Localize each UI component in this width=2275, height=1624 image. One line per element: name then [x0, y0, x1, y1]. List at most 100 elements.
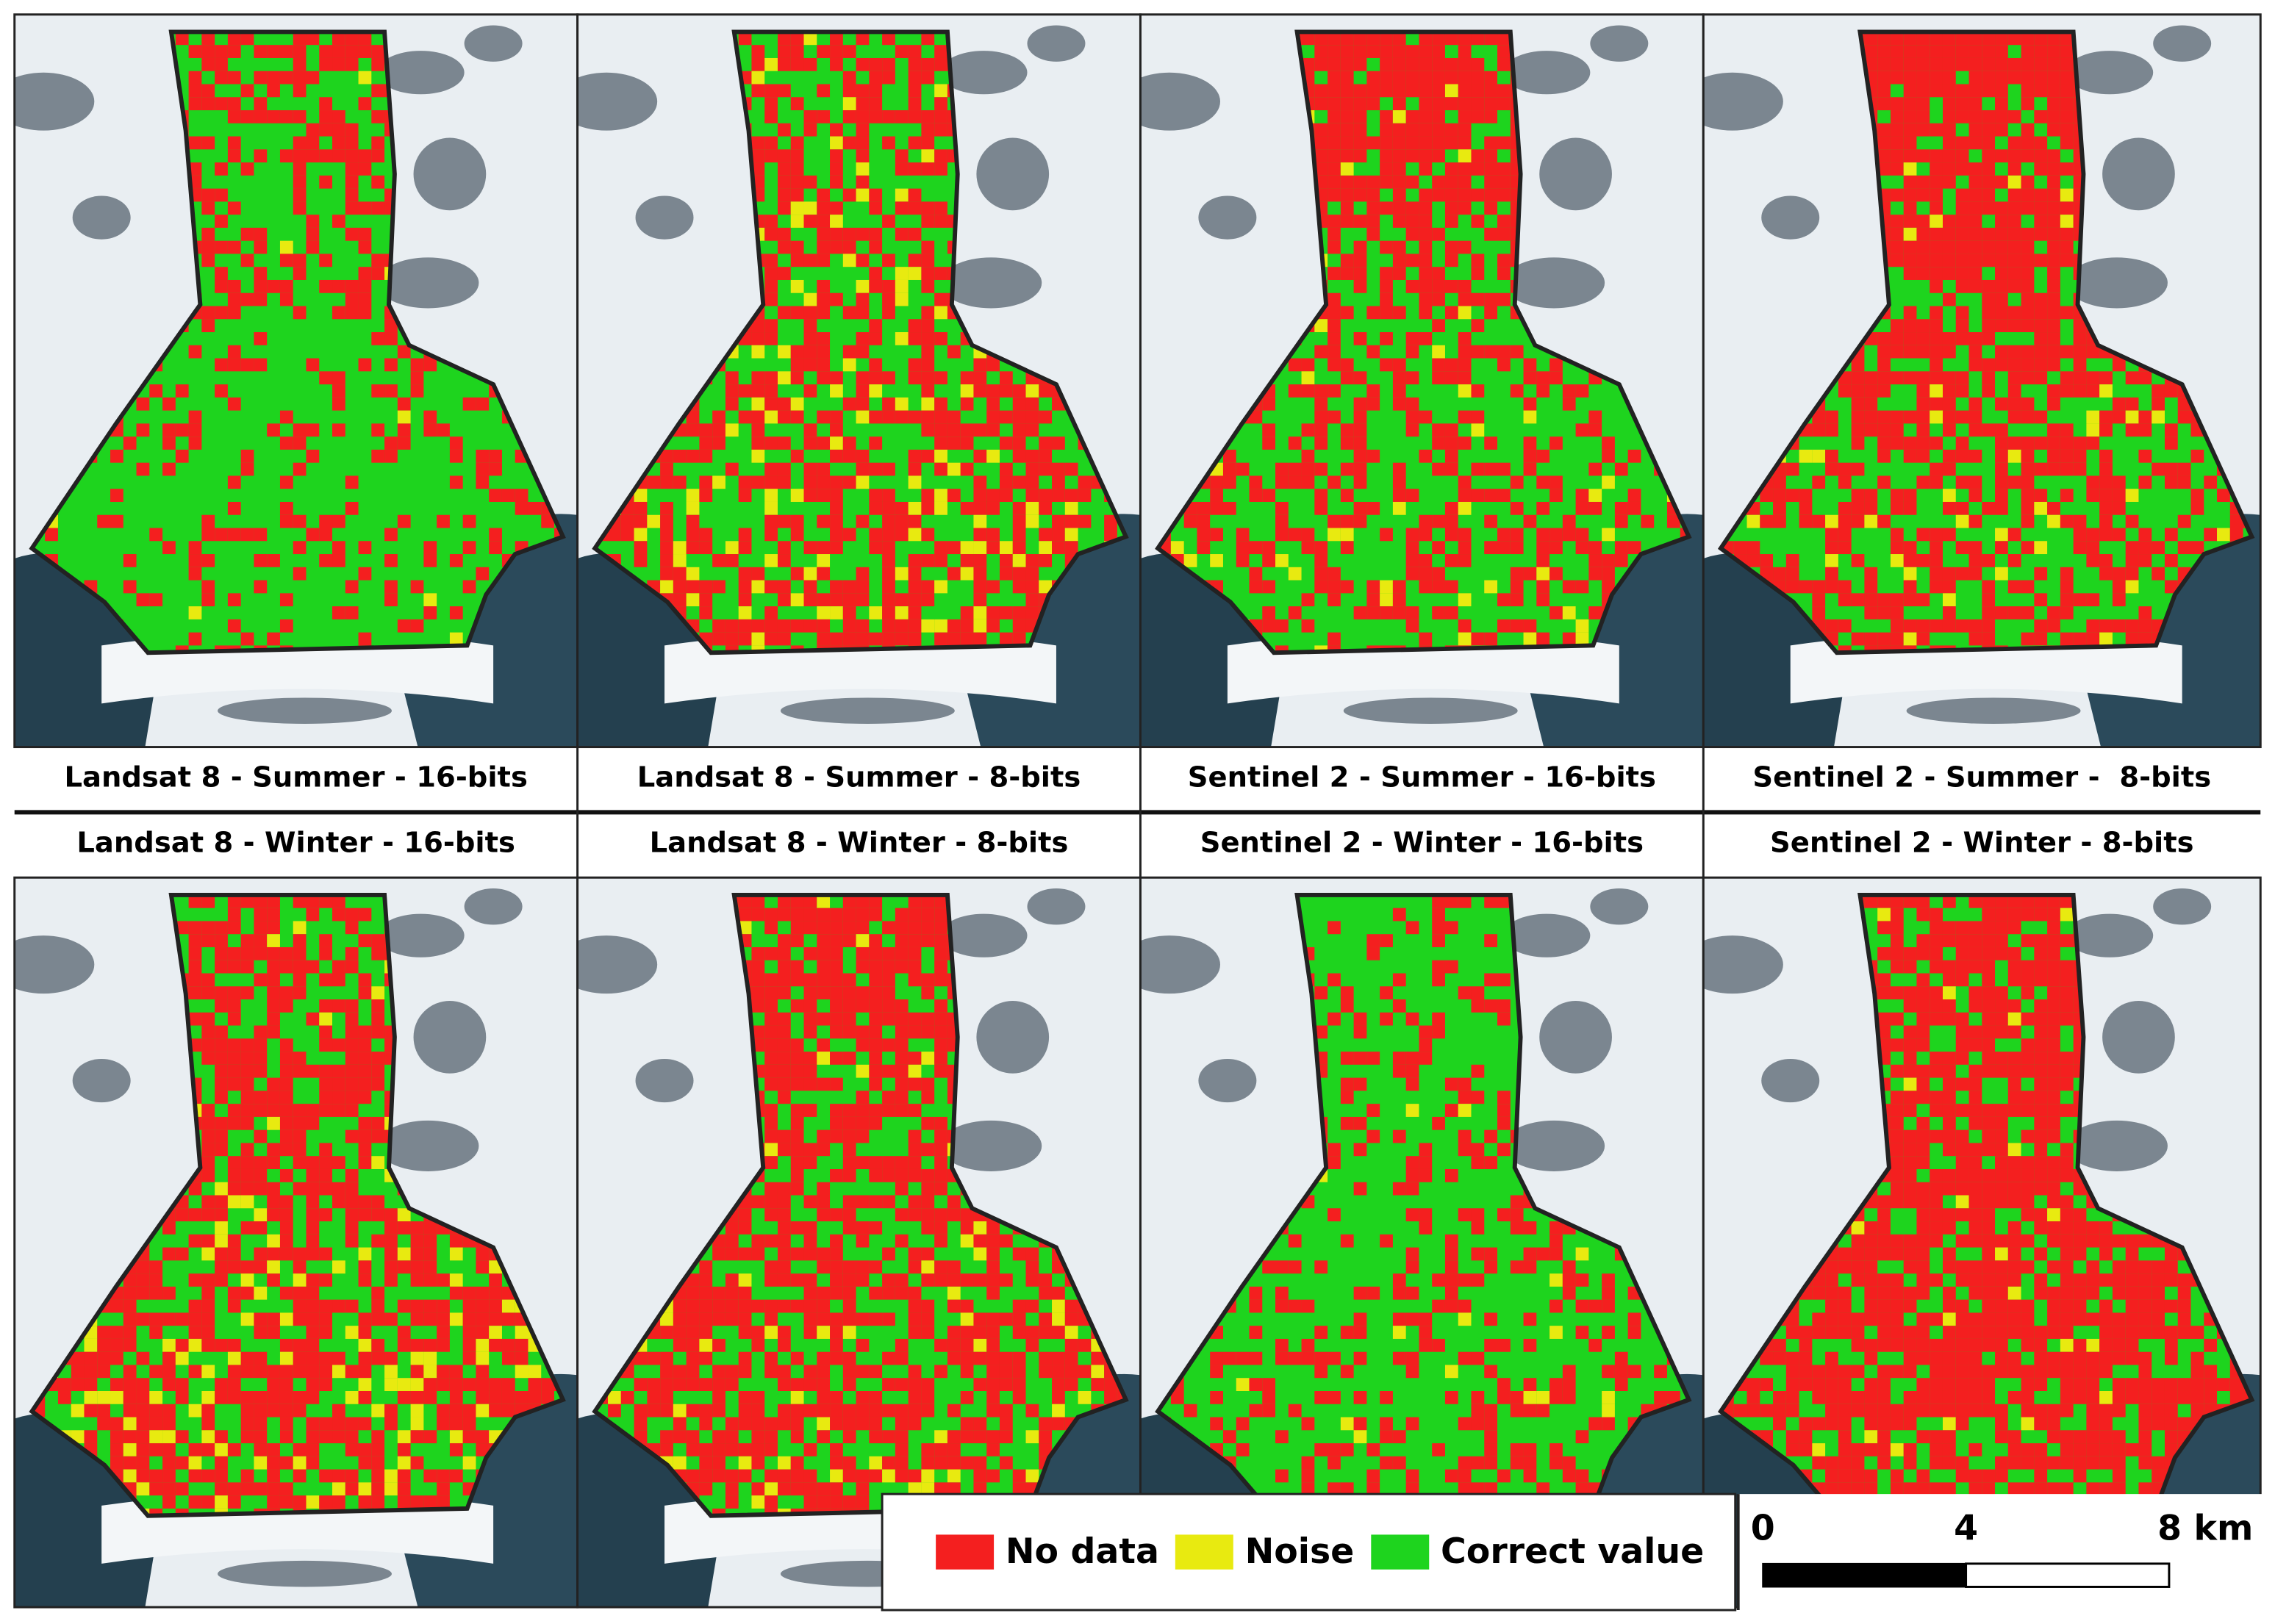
pixel: [1903, 410, 1917, 424]
pixel: [1890, 149, 1904, 163]
pixel: [764, 397, 778, 411]
pixel: [2112, 619, 2126, 633]
pixel: [856, 619, 870, 633]
pixel: [1982, 632, 1996, 646]
pixel: [842, 436, 856, 450]
pixel: [254, 267, 268, 280]
pixel: [2021, 319, 2035, 333]
pixel: [1825, 580, 1838, 594]
glacier-outline: [29, 29, 566, 655]
pixel: [2086, 371, 2100, 385]
pixel: [1942, 593, 1956, 607]
pixel: [306, 960, 320, 974]
pixel: [1851, 397, 1865, 411]
pixel: [634, 528, 648, 542]
pixel: [1968, 32, 1982, 46]
pixel: [358, 1143, 372, 1157]
pixel: [803, 175, 817, 189]
pixel: [842, 97, 856, 111]
pixel: [1301, 528, 1315, 542]
pixel: [227, 619, 241, 633]
pixel: [1328, 332, 1341, 345]
pixel: [1432, 279, 1445, 293]
pixel: [371, 1052, 385, 1065]
pixel: [1877, 645, 1891, 653]
pixel: [2164, 384, 2178, 398]
pixel: [1288, 462, 1302, 476]
pixel: [895, 45, 909, 58]
pixel: [1930, 554, 1943, 567]
pixel: [1877, 593, 1891, 607]
pixel: [1825, 410, 1838, 424]
pixel: [345, 57, 359, 71]
pixel: [1484, 32, 1498, 46]
pixel: [1288, 606, 1302, 619]
pixel: [830, 489, 843, 502]
pixel: [1838, 514, 1852, 528]
pixel: [2021, 489, 2035, 502]
panel-title: Sentinel 2 - Summer - 8-bits: [1752, 761, 2211, 794]
pixel: [921, 279, 935, 293]
pixel: [882, 501, 895, 515]
pixel: [188, 71, 202, 85]
pixel: [1064, 541, 1078, 555]
pixel: [1536, 567, 1550, 581]
pixel: [1942, 149, 1956, 163]
pixel: [528, 501, 542, 515]
pixel: [293, 1052, 307, 1065]
pixel: [1052, 514, 1065, 528]
pixel: [1851, 358, 1865, 372]
pixel: [830, 606, 843, 619]
pixel: [345, 175, 359, 189]
pixel: [306, 423, 320, 437]
pixel: [1510, 475, 1524, 489]
pixel: [1405, 84, 1419, 98]
pixel: [947, 567, 961, 581]
pixel: [437, 514, 450, 528]
pixel: [869, 384, 883, 398]
pixel: [1353, 136, 1367, 150]
pixel: [1930, 384, 1943, 398]
pixel: [882, 632, 895, 646]
pixel: [1760, 514, 1774, 528]
pixel: [1432, 319, 1445, 333]
pixel: [751, 162, 765, 176]
panel-title: Sentinel 2 - Summer - 16-bits: [1188, 761, 1656, 794]
pixel: [2060, 514, 2074, 528]
pixel: [1366, 97, 1380, 111]
pixel: [149, 528, 163, 542]
pixel: [2099, 410, 2113, 424]
pixel: [1982, 136, 1996, 150]
pixel: [254, 528, 268, 542]
pixel: [921, 240, 935, 254]
pixel: [830, 475, 843, 489]
pixel: [279, 1129, 293, 1143]
pixel: [986, 489, 1000, 502]
pixel: [1575, 619, 1589, 633]
pixel: [869, 501, 883, 515]
pixel: [2073, 449, 2087, 463]
pixel: [882, 606, 895, 619]
pixel: [817, 45, 831, 58]
pixel: [345, 136, 359, 150]
pixel: [856, 162, 870, 176]
pixel: [227, 894, 241, 908]
pixel: [1471, 162, 1485, 176]
pixel: [1968, 267, 1982, 280]
pixel: [1039, 449, 1053, 463]
pixel: [1328, 593, 1341, 607]
pixel: [136, 397, 150, 411]
pixel: [1012, 619, 1026, 633]
pixel: [1405, 606, 1419, 619]
pixel: [1916, 593, 1930, 607]
pixel: [908, 554, 922, 567]
pixel: [1366, 188, 1380, 202]
pixel: [869, 371, 883, 385]
pixel: [371, 384, 385, 398]
pixel: [1353, 423, 1367, 437]
pixel: [2047, 123, 2060, 137]
pixel: [240, 946, 254, 960]
pixel: [1968, 227, 1982, 241]
pixel: [777, 306, 791, 320]
pixel: [1314, 462, 1328, 476]
